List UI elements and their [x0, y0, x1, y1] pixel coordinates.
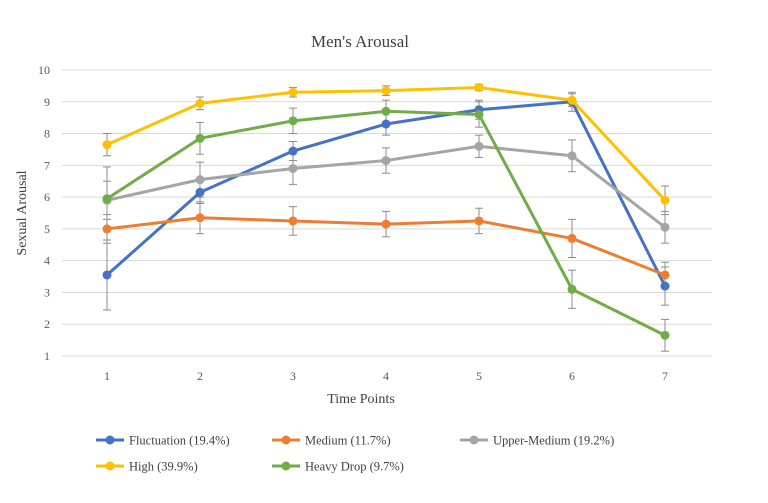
x-axis-label: Time Points: [327, 392, 395, 407]
data-point: [102, 270, 112, 280]
data-point: [474, 109, 484, 119]
legend-entry-label: Upper-Medium (19.2%): [493, 434, 614, 448]
y-tick-label: 8: [44, 127, 50, 141]
data-point: [660, 222, 670, 232]
x-tick-label: 6: [569, 369, 575, 383]
x-tick-label: 3: [290, 369, 296, 383]
data-point: [474, 141, 484, 151]
data-point: [288, 116, 298, 126]
y-tick-label: 5: [44, 222, 50, 236]
y-tick-label: 7: [44, 158, 50, 172]
y-axis-label: Sexual Arousal: [15, 170, 30, 255]
data-point: [288, 164, 298, 174]
data-point: [102, 224, 112, 234]
x-tick-label: 2: [197, 369, 203, 383]
data-point: [381, 219, 391, 229]
chart-title: Men's Arousal: [311, 32, 409, 51]
y-tick-label: 9: [44, 95, 50, 109]
data-point: [195, 98, 205, 108]
x-tick-label: 7: [662, 369, 668, 383]
series-lines: [102, 82, 670, 340]
data-point: [381, 119, 391, 129]
y-tick-label: 1: [44, 349, 50, 363]
data-point: [660, 270, 670, 280]
y-tick-label: 2: [44, 317, 50, 331]
y-tick-label: 6: [44, 190, 50, 204]
x-tick-label: 4: [383, 369, 389, 383]
data-point: [102, 194, 112, 204]
data-point: [660, 281, 670, 291]
data-point: [567, 95, 577, 105]
y-tick-label: 4: [44, 254, 50, 268]
legend: Fluctuation (19.4%) Medium (11.7%) Upper-M…: [96, 434, 614, 474]
data-point: [195, 213, 205, 223]
x-tick-label: 1: [104, 369, 110, 383]
error-bars: [103, 83, 669, 352]
y-axis-ticks: 1 2 3 4 5 6 7 8 9 10: [38, 63, 50, 363]
legend-swatch-marker: [281, 461, 291, 471]
data-point: [474, 216, 484, 226]
data-point: [567, 284, 577, 294]
y-tick-label: 10: [38, 63, 50, 77]
legend-swatch-marker: [281, 435, 291, 445]
data-point: [381, 156, 391, 166]
legend-entry-label: Fluctuation (19.4%): [129, 434, 230, 448]
data-point: [567, 233, 577, 243]
data-point: [381, 106, 391, 116]
x-tick-label: 5: [476, 369, 482, 383]
data-point: [288, 87, 298, 97]
data-point: [288, 146, 298, 156]
data-point: [567, 151, 577, 161]
legend-entry-label: Medium (11.7%): [305, 434, 391, 448]
y-tick-label: 3: [44, 285, 50, 299]
data-point: [288, 216, 298, 226]
legend-swatch-marker: [469, 435, 479, 445]
data-point: [195, 187, 205, 197]
grid-lines: [62, 69, 712, 357]
legend-entry-label: Heavy Drop (9.7%): [305, 460, 404, 474]
data-point: [195, 133, 205, 143]
x-axis-ticks: 1 2 3 4 5 6 7: [104, 369, 668, 383]
data-point: [102, 140, 112, 150]
data-point: [660, 195, 670, 205]
data-point: [474, 82, 484, 92]
data-point: [660, 330, 670, 340]
data-point: [381, 86, 391, 96]
legend-entry-label: High (39.9%): [129, 460, 198, 474]
data-point: [195, 175, 205, 185]
legend-swatch-marker: [105, 461, 115, 471]
legend-swatch-marker: [105, 435, 115, 445]
